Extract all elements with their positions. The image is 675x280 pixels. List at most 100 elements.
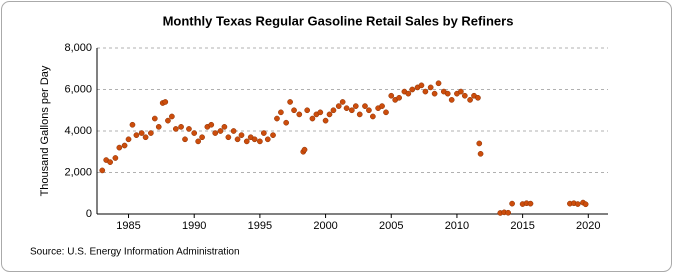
x-tick-label: 2015 xyxy=(510,220,534,232)
point xyxy=(225,134,232,141)
point xyxy=(339,99,346,105)
source: Source: U.S. Energy Information Administ… xyxy=(30,247,240,258)
point xyxy=(296,111,303,118)
point xyxy=(427,84,434,91)
point xyxy=(505,209,512,216)
point xyxy=(335,103,342,109)
point xyxy=(172,126,179,132)
point xyxy=(162,99,169,105)
point xyxy=(574,201,581,207)
point xyxy=(309,115,316,122)
point xyxy=(444,90,451,97)
point xyxy=(370,113,376,120)
point xyxy=(509,200,515,207)
x-tick-label: 1985 xyxy=(116,220,140,232)
point xyxy=(195,138,201,145)
point xyxy=(155,124,162,130)
point xyxy=(356,111,363,118)
y-tick-label: 4,000 xyxy=(64,125,92,137)
point xyxy=(251,136,258,143)
point xyxy=(379,103,385,109)
point xyxy=(409,86,416,93)
point xyxy=(221,124,228,130)
point xyxy=(178,124,184,130)
point xyxy=(217,128,224,134)
point xyxy=(477,150,484,157)
point xyxy=(151,115,158,122)
point xyxy=(396,94,402,101)
point xyxy=(475,94,481,101)
point xyxy=(274,115,280,122)
point xyxy=(362,103,368,109)
point xyxy=(257,138,263,145)
point xyxy=(212,130,219,136)
point xyxy=(208,121,215,128)
point xyxy=(99,167,106,174)
point xyxy=(291,107,297,114)
point xyxy=(116,144,123,151)
x-tick-label: 1995 xyxy=(248,220,272,232)
point xyxy=(133,132,140,138)
y-tick-label: 6,000 xyxy=(64,83,92,95)
point xyxy=(388,92,395,99)
point xyxy=(142,134,149,141)
point xyxy=(326,111,333,118)
point xyxy=(527,200,534,207)
y-tick-label: 0 xyxy=(86,208,92,220)
point xyxy=(125,136,132,143)
point xyxy=(182,136,188,143)
point xyxy=(165,117,171,124)
x-tick-label: 2000 xyxy=(313,220,337,232)
point xyxy=(405,90,412,97)
point xyxy=(467,97,473,103)
y-axis-label: Thousand Gallons per Day xyxy=(39,65,51,196)
point xyxy=(186,126,192,132)
point xyxy=(476,140,483,147)
point xyxy=(121,142,128,149)
y-tick-label: 2,000 xyxy=(64,166,92,178)
point xyxy=(343,105,350,112)
point xyxy=(148,130,154,136)
point xyxy=(458,88,464,95)
point xyxy=(317,109,324,116)
point xyxy=(448,97,455,103)
chart-title: Monthly Texas Regular Gasoline Retail Sa… xyxy=(163,13,514,28)
point xyxy=(383,109,389,116)
point xyxy=(461,92,468,99)
point xyxy=(112,155,119,161)
point xyxy=(582,201,589,208)
point xyxy=(348,107,355,114)
point xyxy=(270,132,276,138)
point xyxy=(278,109,284,116)
point xyxy=(260,130,267,136)
point xyxy=(169,113,175,120)
point xyxy=(330,107,337,114)
point xyxy=(283,119,290,126)
x-tick-label: 2010 xyxy=(445,220,469,232)
point xyxy=(234,136,241,143)
point xyxy=(366,107,372,114)
point xyxy=(264,136,271,143)
y-tick-label: 8,000 xyxy=(64,42,92,54)
point xyxy=(129,121,136,128)
point xyxy=(243,138,250,145)
point xyxy=(107,159,113,165)
point xyxy=(422,88,429,95)
x-tick-label: 1990 xyxy=(182,220,206,232)
frame xyxy=(1,1,672,272)
x-tick-label: 2020 xyxy=(576,220,600,232)
point xyxy=(199,134,205,141)
point xyxy=(301,146,308,153)
point xyxy=(435,80,442,87)
point xyxy=(287,99,293,105)
point xyxy=(191,130,198,136)
point xyxy=(138,130,145,136)
point xyxy=(431,90,438,97)
point xyxy=(238,132,245,138)
x-tick-label: 2005 xyxy=(379,220,403,232)
point xyxy=(304,107,311,114)
point xyxy=(230,128,237,134)
point xyxy=(418,82,425,89)
point xyxy=(352,103,359,109)
